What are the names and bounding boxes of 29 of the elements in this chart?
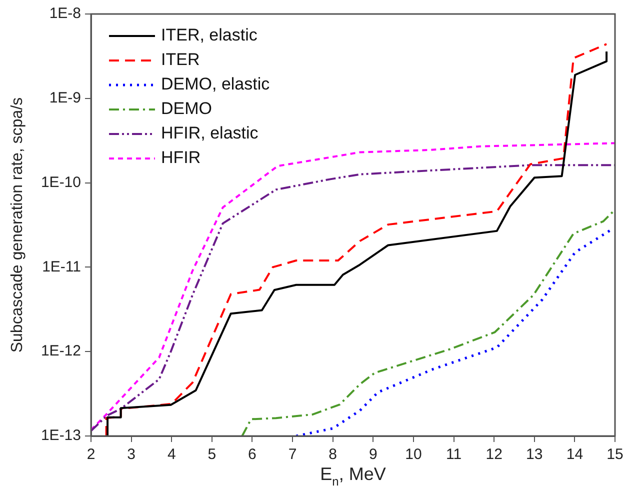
legend-label: HFIR, elastic <box>161 124 259 143</box>
y-tick-label: 1E-8 <box>49 5 81 22</box>
x-tick-label: 8 <box>328 446 338 464</box>
y-tick-label: 1E-12 <box>40 342 81 360</box>
x-tick-label: 15 <box>606 446 624 464</box>
y-tick-label: 1E-13 <box>40 427 81 444</box>
y-tick-label: 1E-10 <box>40 174 81 191</box>
line-series <box>294 228 612 436</box>
x-tick-label: 10 <box>405 446 422 464</box>
x-tick-label: 6 <box>248 446 256 464</box>
x-tick-label: 13 <box>526 446 543 464</box>
x-tick-label: 14 <box>566 446 584 464</box>
x-tick-label: 4 <box>167 446 176 464</box>
legend-label: ITER <box>161 50 200 70</box>
x-tick-label: 2 <box>86 446 96 464</box>
x-tick-label: 3 <box>127 446 136 464</box>
legend-label: ITER, elastic <box>161 26 258 45</box>
y-tick-label: 1E-9 <box>49 90 81 107</box>
x-tick-label: 12 <box>486 446 502 464</box>
y-axis-title: Subcascade generation rate, scpa/s <box>9 97 26 353</box>
x-tick-label: 7 <box>288 446 297 464</box>
y-tick-label: 1E-11 <box>42 258 81 276</box>
line-series <box>241 208 615 436</box>
x-tick-label: 9 <box>368 446 378 464</box>
legend-label: HFIR <box>161 148 201 168</box>
legend-label: DEMO, elastic <box>161 74 270 94</box>
x-tick-label: 5 <box>208 446 216 464</box>
x-tick-label: 11 <box>446 446 462 464</box>
legend-label: DEMO <box>161 99 212 118</box>
